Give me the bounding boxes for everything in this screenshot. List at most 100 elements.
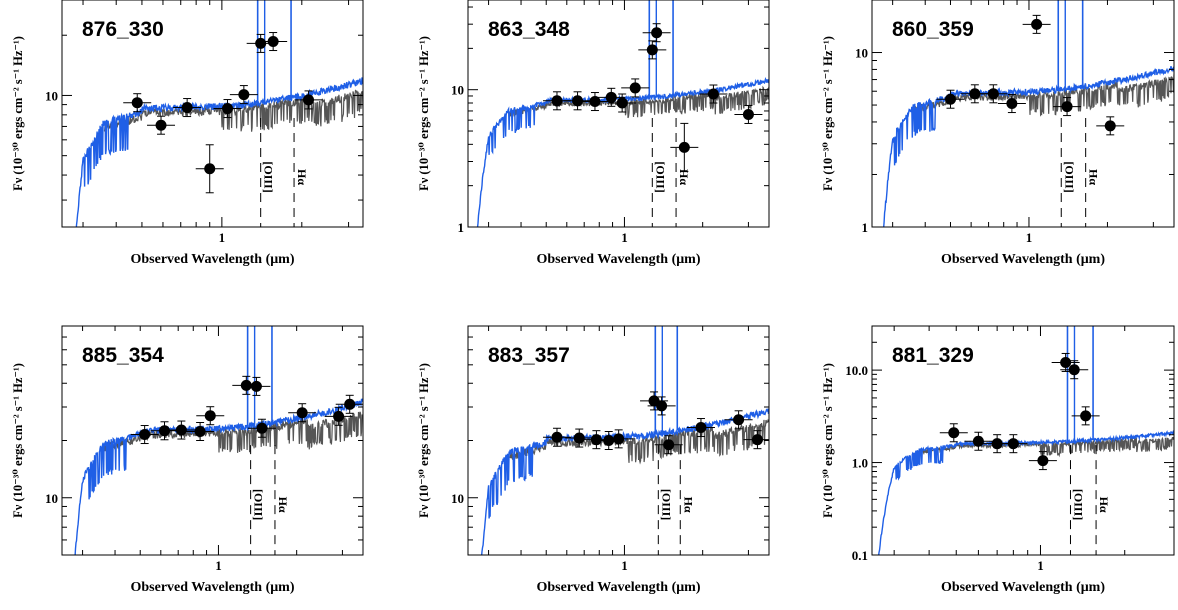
data-point — [238, 89, 250, 101]
data-point — [194, 426, 206, 438]
data-point — [616, 97, 628, 109]
y-axis-label: Fν (10⁻³⁰ ergs cm⁻² s⁻¹ Hz⁻¹) — [821, 36, 835, 191]
data-point — [590, 434, 602, 446]
panel-title: 883_357 — [488, 344, 570, 367]
y-tick-label: 1 — [458, 220, 465, 235]
x-tick-label: 1 — [1026, 230, 1033, 245]
chart-panel: [OIII] Hα 1 10 876_330 Observed Wavelength (μ… — [11, 0, 364, 267]
y-axis-label: Fν (10⁻³⁰ ergs cm⁻² s⁻¹ Hz⁻¹) — [417, 36, 431, 191]
y-axis-label: Fν (10⁻³⁰ ergs cm⁻² s⁻¹ Hz⁻¹) — [11, 363, 25, 518]
x-tick-label: 1 — [621, 558, 628, 573]
x-axis-label: Observed Wavelength (μm) — [941, 252, 1105, 267]
x-tick-label: 1 — [621, 230, 628, 245]
line-marker-label: [OIII] — [252, 489, 266, 520]
data-point — [605, 91, 617, 103]
y-tick-label: 10 — [451, 83, 464, 98]
data-point — [663, 439, 675, 451]
panel-title: 881_329 — [892, 344, 974, 367]
data-point — [742, 108, 754, 120]
data-point — [1104, 120, 1116, 132]
data-point — [551, 95, 563, 107]
data-point — [250, 380, 262, 392]
data-point — [1080, 410, 1092, 422]
data-point — [944, 93, 956, 105]
line-marker-label: Hα — [295, 169, 309, 185]
model-sed-grey — [913, 74, 1174, 117]
line-marker-label: Hα — [681, 497, 695, 513]
data-point — [551, 431, 563, 443]
chart-panel: [OIII] Hα 1 0.1 1.0 10.0 881_329 Observed Wavel… — [821, 325, 1175, 595]
data-point — [1007, 438, 1019, 450]
data-point — [1068, 364, 1080, 376]
data-point — [948, 427, 960, 439]
y-tick-label: 10 — [451, 491, 464, 506]
line-marker-label: [OIII] — [1062, 161, 1076, 192]
data-point — [695, 422, 707, 434]
x-tick-label: 1 — [219, 230, 226, 245]
data-point — [646, 44, 658, 56]
line-marker-label: Hα — [677, 169, 691, 185]
data-point — [678, 141, 690, 153]
line-marker-label: Hα — [1097, 497, 1111, 513]
data-point — [296, 407, 308, 419]
model-sed-blue — [883, 65, 1174, 227]
data-point — [751, 434, 763, 446]
data-point — [572, 95, 584, 107]
line-marker-label: Hα — [276, 497, 290, 513]
data-point — [972, 435, 984, 447]
y-tick-label: 10 — [45, 88, 58, 103]
chart-panel: [OIII] Hα 1 1 10 863_348 Observed Wavelength (… — [417, 0, 770, 267]
data-point — [333, 410, 345, 422]
y-tick-label: 0.1 — [852, 548, 868, 563]
data-point — [240, 379, 252, 391]
data-point — [613, 433, 625, 445]
chart-panel: [OIII] Hα 1 1 10 860_359 Observed Wavelength (… — [821, 0, 1175, 267]
data-point — [1006, 98, 1018, 110]
panel-title: 863_348 — [488, 18, 570, 41]
x-axis-label: Observed Wavelength (μm) — [130, 252, 294, 267]
model-sed-grey — [103, 89, 363, 132]
data-point — [155, 119, 167, 131]
panel-title: 885_354 — [82, 344, 164, 367]
data-point — [303, 94, 315, 106]
y-tick-label: 10 — [855, 46, 868, 61]
line-marker-label: [OIII] — [262, 161, 276, 192]
data-point — [969, 88, 981, 100]
chart-panel: [OIII] Hα 1 10 885_354 Observed Wavelength (μ… — [11, 325, 364, 595]
data-point — [651, 27, 663, 39]
y-tick-label: 1.0 — [852, 456, 868, 471]
data-point — [131, 97, 143, 109]
model-sed-blue — [878, 429, 1174, 555]
data-point — [256, 422, 268, 434]
line-marker-label: [OIII] — [653, 161, 667, 192]
data-point — [629, 82, 641, 94]
data-point — [267, 36, 279, 48]
y-tick-label: 10 — [45, 491, 58, 506]
x-axis-label: Observed Wavelength (μm) — [130, 580, 294, 595]
data-point — [656, 400, 668, 412]
data-point — [1037, 455, 1049, 467]
y-axis-label: Fν (10⁻³⁰ ergs cm⁻² s⁻¹ Hz⁻¹) — [821, 363, 835, 518]
data-point — [255, 37, 267, 49]
y-tick-label: 1 — [862, 220, 869, 235]
data-point — [158, 425, 170, 437]
y-tick-label: 10.0 — [845, 363, 868, 378]
data-point — [573, 432, 585, 444]
data-point — [1060, 356, 1072, 368]
plot-frame — [871, 325, 1175, 556]
data-point — [1031, 18, 1043, 30]
line-marker-label: [OIII] — [1071, 489, 1085, 520]
data-point — [204, 410, 216, 422]
data-point — [221, 103, 233, 115]
plot-frame — [467, 0, 770, 228]
data-point — [987, 88, 999, 100]
data-point — [181, 102, 193, 114]
x-axis-label: Observed Wavelength (μm) — [941, 580, 1105, 595]
plot-frame — [871, 0, 1175, 228]
data-point — [1061, 101, 1073, 113]
data-point — [139, 429, 151, 441]
data-point — [733, 414, 745, 426]
x-tick-label: 1 — [215, 558, 222, 573]
data-point — [175, 424, 187, 436]
